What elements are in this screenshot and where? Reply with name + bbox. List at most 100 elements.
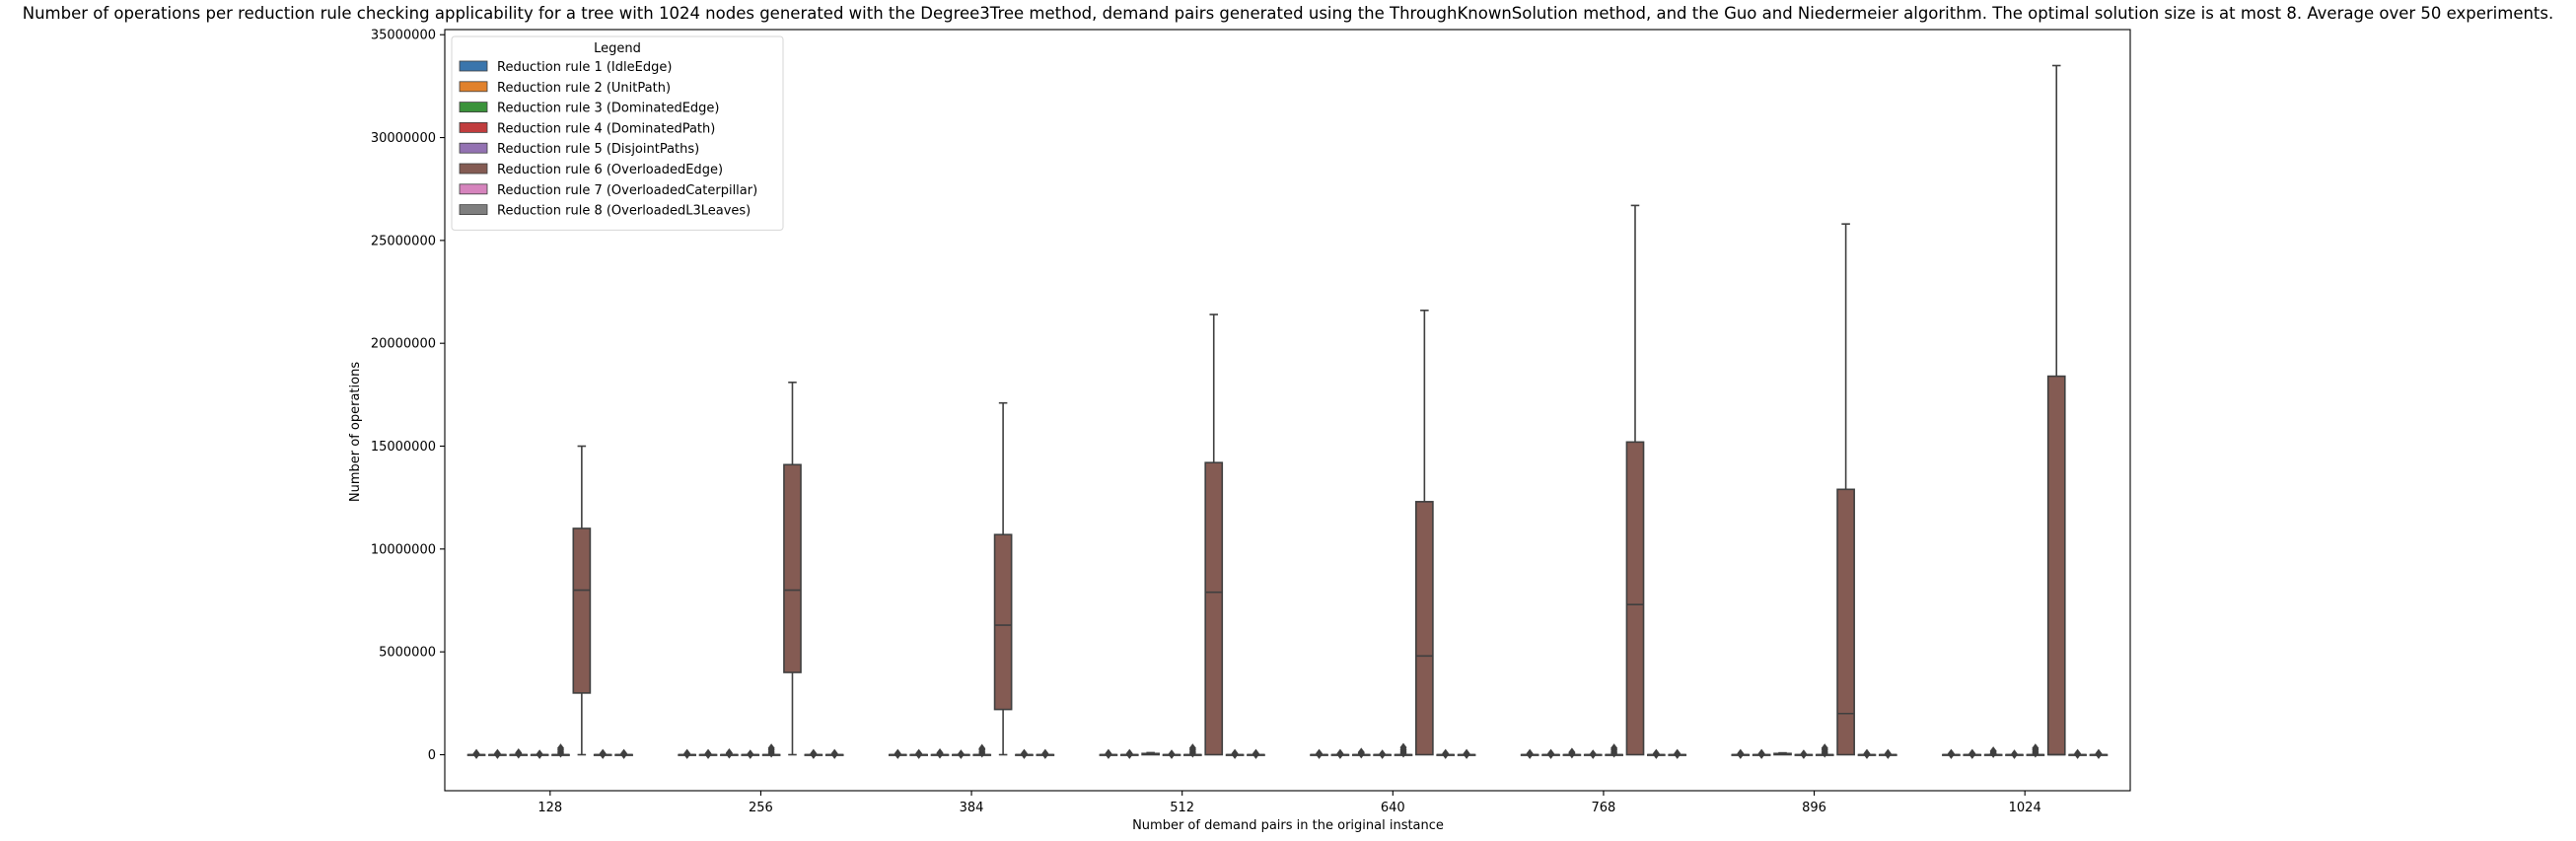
box-iqr	[1415, 501, 1434, 756]
legend-entry-label: Reduction rule 7 (OverloadedCaterpillar)	[497, 183, 757, 198]
x-tick-label: 640	[1381, 801, 1405, 815]
box-1-1024	[1942, 748, 1961, 759]
outlier-point	[599, 748, 607, 758]
outlier-point	[1336, 748, 1344, 758]
y-axis-label: Number of operations	[348, 362, 363, 502]
outlier-point	[1231, 748, 1239, 758]
outlier-point	[747, 749, 754, 759]
box-5-768	[1605, 743, 1623, 758]
outlier-point	[2011, 749, 2019, 759]
box-6-512	[1204, 314, 1224, 756]
box-8-768	[1668, 748, 1687, 759]
x-tick-label: 256	[749, 801, 773, 815]
y-tick-label: 20000000	[371, 337, 436, 352]
box-7-256	[804, 748, 823, 759]
box-1-640	[1310, 748, 1328, 759]
series-8	[614, 748, 2109, 759]
legend-title: Legend	[594, 41, 641, 56]
legend: Legend Reduction rule 1 (IdleEdge) Reducti…	[451, 35, 784, 231]
outlier-point	[1357, 747, 1365, 757]
legend-swatch	[459, 81, 488, 93]
box-2-512	[1119, 748, 1139, 759]
legend-entry-label: Reduction rule 2 (UnitPath)	[497, 81, 671, 96]
box-iqr	[1625, 441, 1645, 756]
box-5-256	[761, 743, 781, 758]
outlier-point	[1188, 743, 1196, 753]
outlier-point	[1252, 748, 1259, 758]
outlier-point	[1547, 748, 1555, 758]
legend-entry-label: Reduction rule 8 (OverloadedL3Leaves)	[497, 204, 751, 219]
box-iqr	[2046, 375, 2066, 756]
outlier-point	[1757, 748, 1765, 758]
box-4-384	[952, 749, 970, 759]
box-6-384	[993, 401, 1013, 756]
legend-swatch	[459, 183, 488, 195]
legend-box	[451, 35, 784, 231]
x-tick-label: 896	[1802, 801, 1826, 815]
box-1-512	[1099, 748, 1118, 759]
box-2-128	[488, 748, 507, 759]
chart-title: Number of operations per reduction rule …	[22, 4, 2554, 23]
box-4-128	[530, 749, 549, 759]
box-6-768	[1625, 204, 1645, 756]
box-8-1024	[2089, 748, 2109, 759]
box-5-128	[551, 743, 570, 758]
legend-entry-label: Reduction rule 5 (DisjointPaths)	[497, 142, 699, 157]
legend-swatch	[459, 122, 488, 133]
outlier-point	[2032, 743, 2039, 753]
box-3-256	[720, 747, 739, 759]
outlier-point	[978, 743, 986, 753]
box-8-896	[1878, 748, 1897, 759]
box-4-512	[1162, 749, 1181, 759]
legend-entry-label: Reduction rule 3 (DominatedEdge)	[497, 102, 720, 116]
outlier-point	[915, 748, 923, 758]
series-4	[530, 749, 2024, 759]
box-6-640	[1415, 310, 1434, 756]
box-2-256	[698, 748, 718, 759]
y-tick-label: 30000000	[371, 131, 436, 146]
outlier-point	[1737, 748, 1745, 758]
outlier-point	[620, 748, 628, 758]
box-iqr	[572, 527, 592, 694]
box-8-256	[824, 748, 844, 759]
box-7-640	[1436, 748, 1456, 759]
box-3-384	[930, 747, 950, 759]
outlier-point	[1399, 742, 1407, 752]
box-5-640	[1394, 742, 1413, 758]
box-iqr	[1836, 488, 1855, 756]
outlier-point	[767, 743, 775, 753]
series-7	[593, 748, 2087, 759]
box-7-384	[1015, 748, 1034, 759]
x-tick-label: 512	[1170, 801, 1194, 815]
outlier-point	[1800, 749, 1808, 759]
box-7-896	[1857, 748, 1877, 759]
outlier-point	[1020, 748, 1028, 758]
box-2-384	[909, 748, 929, 759]
x-axis-label: Number of demand pairs in the original i…	[1132, 818, 1444, 833]
box-2-768	[1541, 748, 1560, 759]
box-3-896	[1773, 751, 1792, 756]
box-iqr	[783, 463, 802, 673]
box-3-768	[1562, 747, 1582, 759]
box-1-128	[466, 748, 486, 759]
box-2-640	[1330, 748, 1350, 759]
outlier-point	[704, 748, 712, 758]
box-3-128	[509, 747, 529, 759]
box-4-256	[741, 749, 760, 759]
legend-swatch	[459, 60, 488, 72]
box-1-256	[678, 748, 697, 759]
legend-entry-label: Reduction rule 6 (OverloadedEdge)	[497, 163, 723, 177]
outlier-point	[957, 749, 965, 759]
box-iqr	[1204, 461, 1224, 756]
outlier-point	[683, 748, 691, 758]
outlier-point	[1568, 747, 1576, 757]
outlier-point	[810, 748, 818, 758]
outlier-point	[1442, 748, 1450, 758]
outlier-point	[1526, 748, 1534, 758]
y-tick-label: 25000000	[371, 234, 436, 248]
legend-entry-label: Reduction rule 4 (DominatedPath)	[497, 121, 715, 136]
box-6-256	[783, 382, 802, 756]
legend-swatch	[459, 204, 488, 216]
outlier-point	[1105, 748, 1112, 758]
outlier-point	[472, 748, 480, 758]
